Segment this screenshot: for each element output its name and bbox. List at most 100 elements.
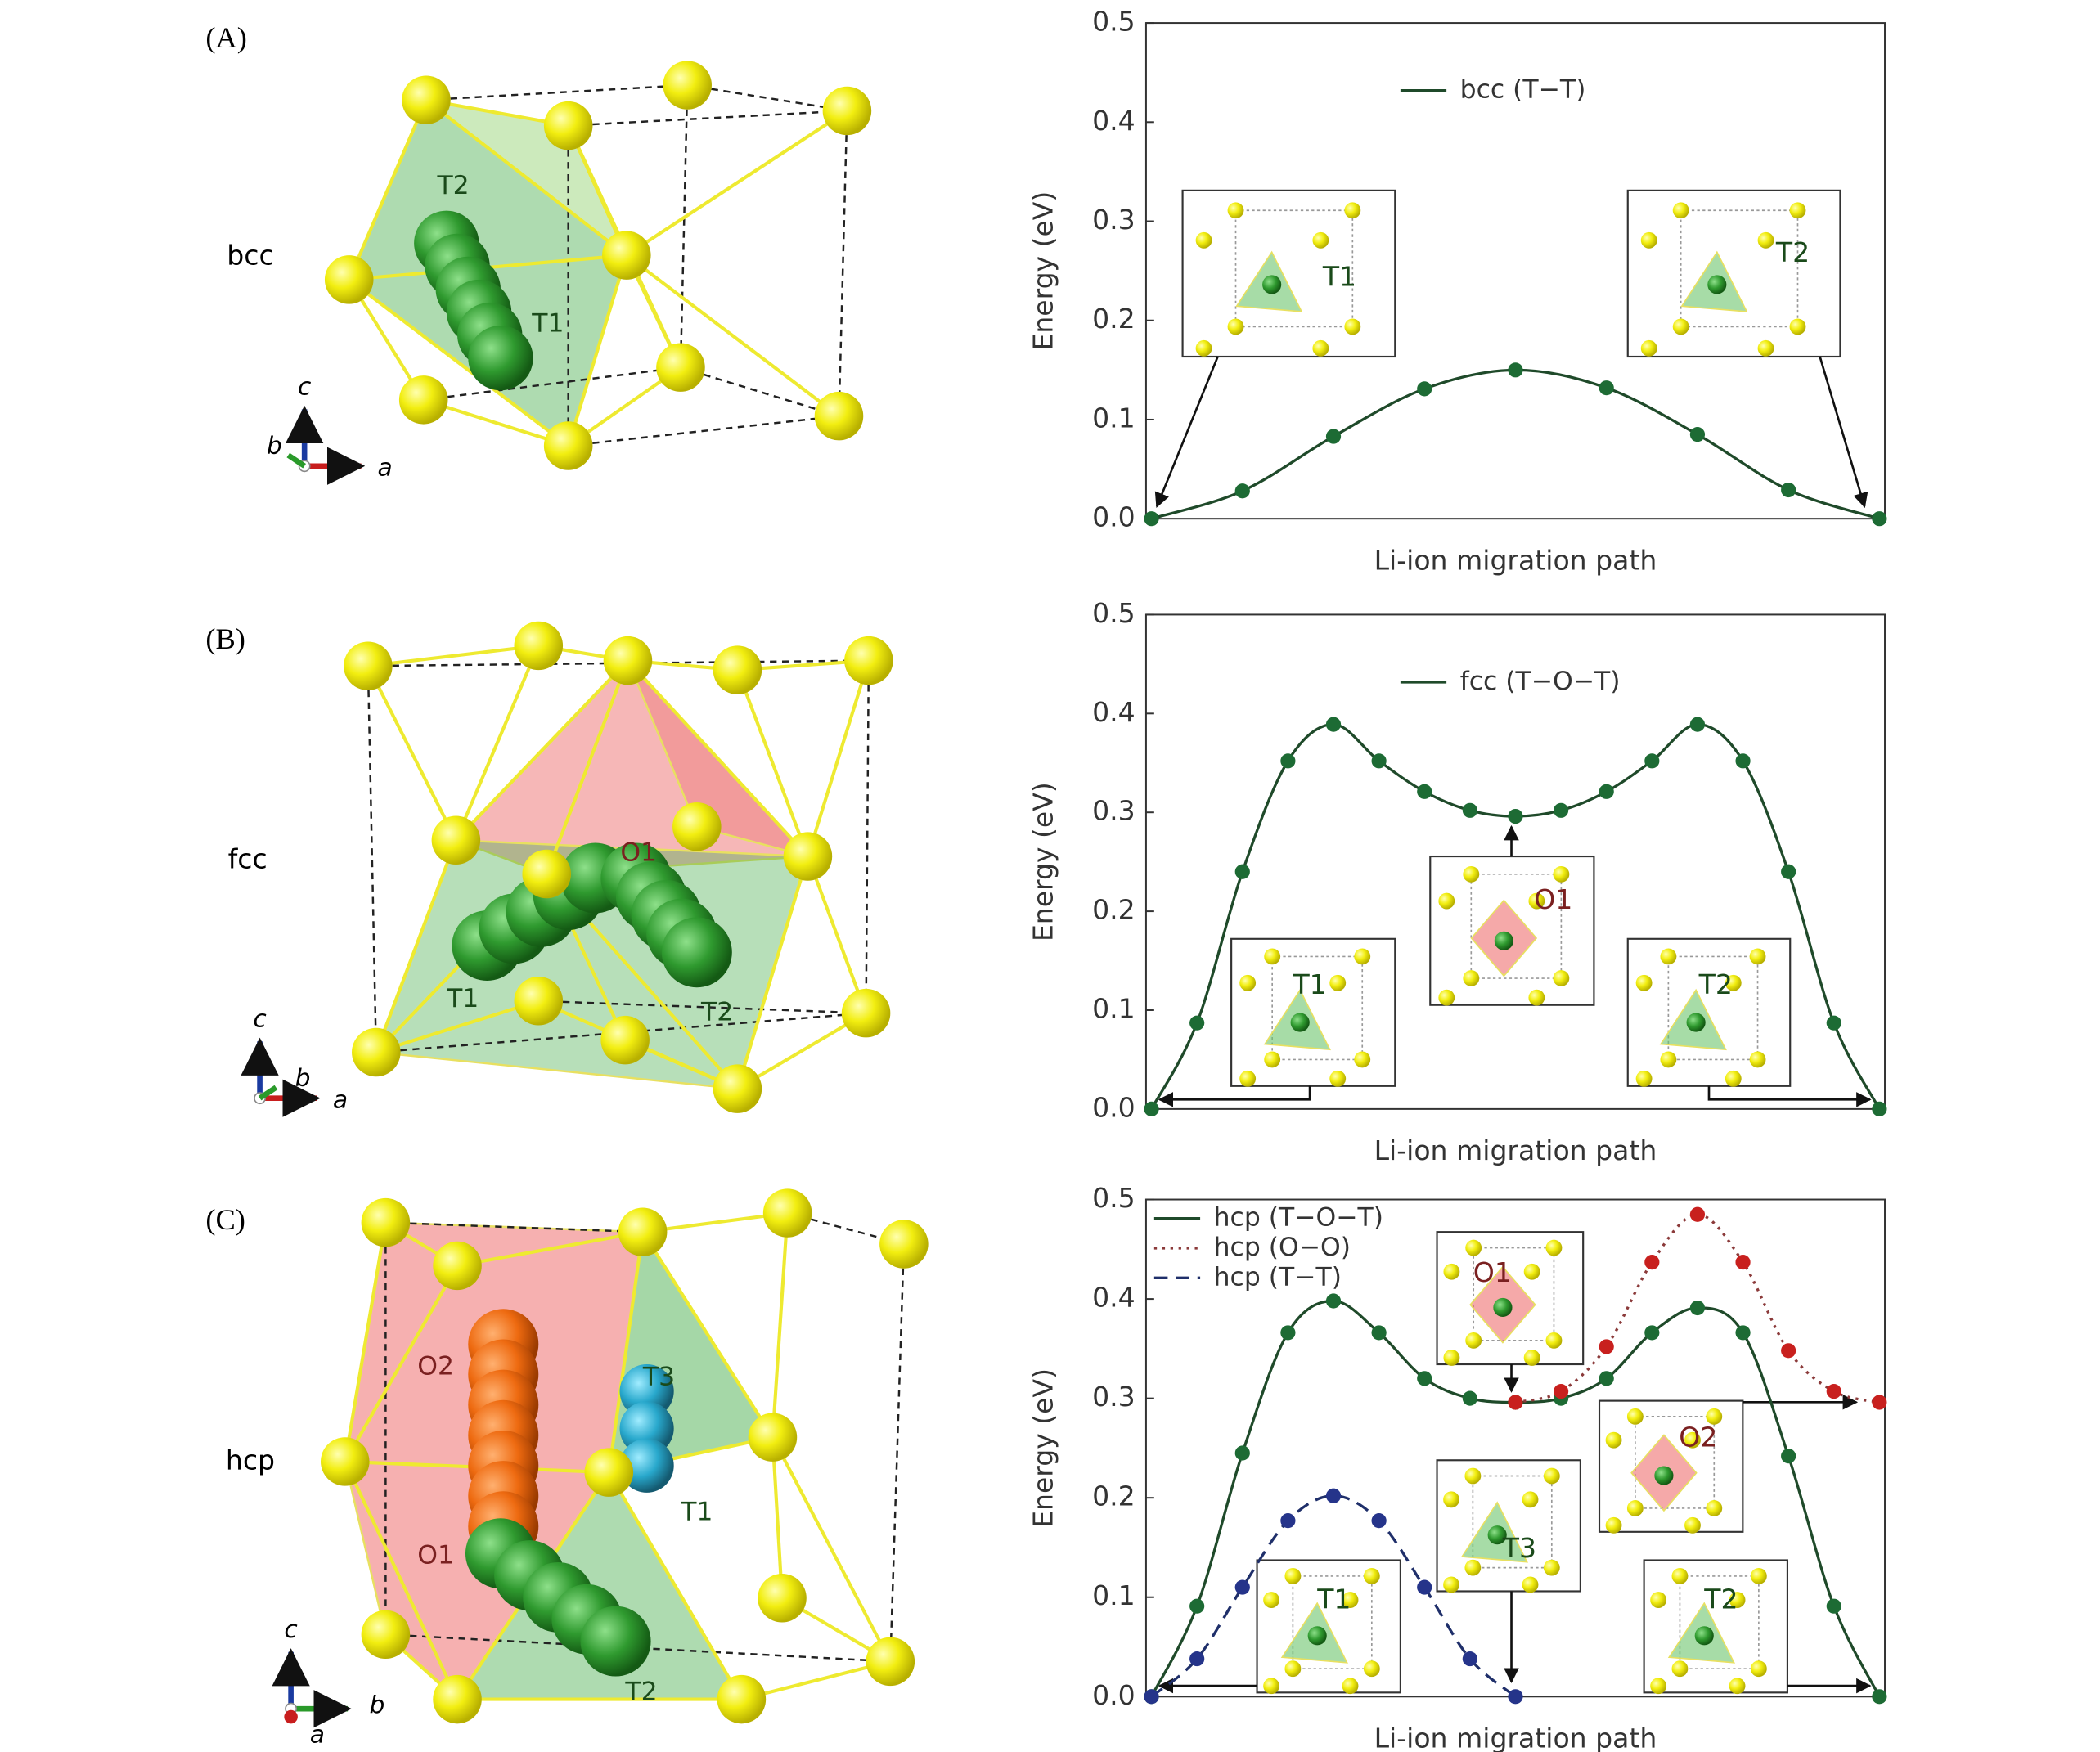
bond <box>607 1231 645 1473</box>
inset-li <box>1707 275 1727 294</box>
bond <box>736 1011 867 1090</box>
atom <box>656 343 705 392</box>
data-point <box>1689 717 1706 732</box>
data-point <box>1325 717 1342 732</box>
data-point <box>1735 1255 1751 1270</box>
inset-atom <box>1635 974 1653 991</box>
inset-atom <box>1284 1567 1302 1584</box>
atom <box>320 1437 370 1486</box>
data-point <box>1781 1449 1796 1464</box>
inset-atom <box>1263 1678 1280 1695</box>
atom <box>748 1413 798 1462</box>
data-point <box>1325 429 1342 444</box>
data-point <box>1234 1445 1250 1461</box>
inset-cell <box>1679 1575 1760 1670</box>
li-site <box>580 1606 651 1677</box>
inset-atom <box>1438 892 1455 910</box>
data-point <box>1508 808 1523 824</box>
plot-frame <box>1144 22 1886 520</box>
inset-atom <box>1528 892 1545 910</box>
bond <box>740 1660 891 1701</box>
y-tick-label: 0.5 <box>1092 597 1135 629</box>
atom <box>841 988 891 1038</box>
cell-edge <box>568 110 848 127</box>
inset-label: T3 <box>1502 1532 1536 1564</box>
atom <box>603 636 653 685</box>
y-tick-label: 0.3 <box>1092 204 1135 236</box>
data-point <box>1234 1579 1250 1595</box>
inset-atom <box>1342 1678 1359 1695</box>
atom <box>844 636 893 685</box>
cell-edge <box>838 110 848 416</box>
axis-letter: c <box>253 1004 266 1033</box>
inset-cell <box>1680 209 1799 328</box>
inset-cell <box>1470 874 1563 979</box>
inset-atom <box>1363 1567 1380 1584</box>
atom <box>814 391 864 441</box>
bond <box>607 1471 744 1700</box>
legend-label: bcc (T−T) <box>1460 75 1586 105</box>
inset-li <box>1290 1013 1310 1032</box>
data-point <box>1689 1300 1706 1316</box>
inset-atom <box>1523 1350 1540 1366</box>
bond <box>545 659 630 875</box>
atom <box>543 421 593 470</box>
inset-cell <box>1667 955 1759 1061</box>
atom <box>431 815 481 865</box>
data-point <box>1280 753 1296 769</box>
inset-li <box>1654 1466 1674 1485</box>
inset-atom <box>1660 1051 1677 1068</box>
bond <box>375 999 539 1054</box>
site-label: T1 <box>446 984 479 1013</box>
bond <box>425 98 628 257</box>
inset-atom <box>1227 202 1244 219</box>
inset-atom <box>1553 865 1570 883</box>
structure-label: fcc <box>228 843 268 875</box>
inset-atom <box>1671 1660 1689 1678</box>
data-point <box>1599 784 1614 799</box>
inset-atom <box>1263 1592 1280 1608</box>
site-label: O2 <box>417 1351 454 1381</box>
atom <box>602 231 651 280</box>
li-site <box>468 326 533 391</box>
cell-edge <box>385 1221 643 1233</box>
atom <box>600 1015 650 1065</box>
bond <box>735 669 810 857</box>
li-site <box>619 1364 674 1419</box>
bond <box>641 1231 775 1439</box>
axis-letter: a <box>377 454 392 483</box>
atom <box>584 1448 634 1497</box>
inset-atom <box>1342 1592 1359 1608</box>
data-point <box>1599 1339 1614 1354</box>
inset-atom <box>1605 1516 1622 1534</box>
bond <box>771 1212 789 1438</box>
bond <box>771 1437 785 1598</box>
bond <box>343 1222 388 1462</box>
inset-li <box>1694 1626 1714 1646</box>
site-label: T1 <box>680 1498 713 1527</box>
bond <box>366 665 458 842</box>
atom <box>433 1674 482 1724</box>
data-point <box>1462 802 1477 818</box>
inset-atom <box>1312 339 1329 357</box>
inset-atom <box>1706 1408 1723 1425</box>
inset-cell <box>1473 1247 1555 1341</box>
atom <box>514 977 564 1026</box>
li-site <box>619 1401 674 1456</box>
y-tick-label: 0.2 <box>1092 1480 1135 1512</box>
inset-atom <box>1463 970 1480 986</box>
panel-label: (B) <box>205 622 245 655</box>
data-point <box>1872 1395 1887 1410</box>
atom <box>398 375 448 425</box>
x-axis-label: Li-ion migration path <box>1374 545 1657 577</box>
site-label: T3 <box>642 1363 675 1392</box>
site-label: T2 <box>436 171 469 200</box>
y-axis-label: Energy (eV) <box>1027 191 1059 351</box>
atom <box>713 645 762 694</box>
panel-label: (A) <box>205 21 247 54</box>
inset <box>1626 937 1792 1087</box>
panel-label: (C) <box>205 1203 245 1236</box>
atom <box>361 1610 411 1660</box>
data-point <box>1234 864 1250 879</box>
axis-dot <box>284 1709 298 1724</box>
